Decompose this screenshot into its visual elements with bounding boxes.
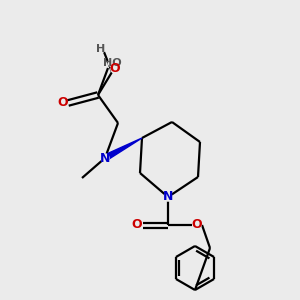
Text: O: O: [132, 218, 142, 232]
Text: HO: HO: [103, 58, 121, 68]
Polygon shape: [103, 138, 142, 160]
Text: O: O: [192, 218, 202, 232]
Text: N: N: [100, 152, 110, 164]
Text: O: O: [58, 97, 68, 110]
Circle shape: [193, 221, 201, 229]
Text: H: H: [96, 44, 106, 54]
Text: N: N: [163, 190, 173, 203]
Circle shape: [133, 221, 141, 229]
Circle shape: [98, 45, 105, 52]
Circle shape: [101, 154, 109, 162]
Circle shape: [108, 59, 116, 67]
Circle shape: [111, 65, 119, 73]
Text: O: O: [110, 62, 120, 76]
Circle shape: [164, 193, 172, 201]
Circle shape: [59, 99, 67, 107]
